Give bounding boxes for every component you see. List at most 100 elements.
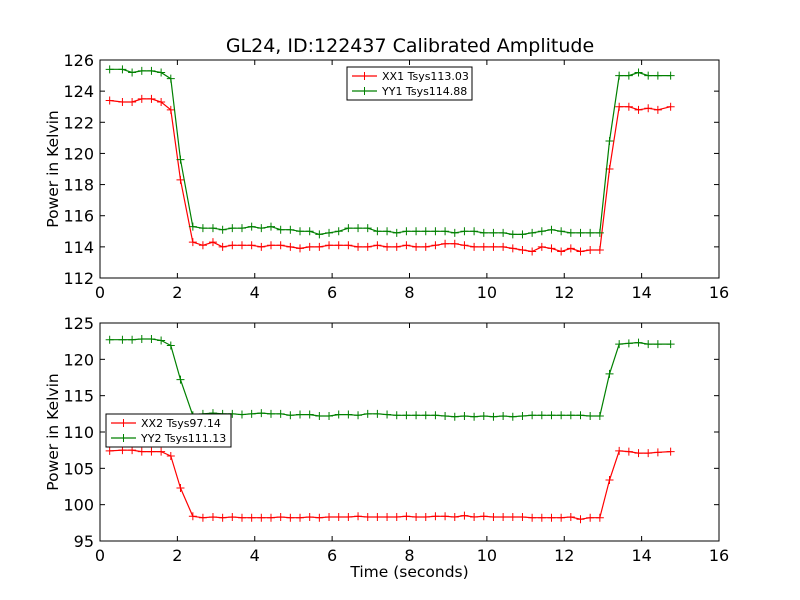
data-point — [441, 412, 450, 421]
data-point — [653, 448, 662, 457]
y-tick-label: 100 — [63, 496, 94, 515]
data-point — [479, 228, 488, 237]
x-tick-label: 0 — [95, 283, 105, 302]
data-point — [402, 241, 411, 250]
data-point — [392, 411, 401, 420]
data-point — [479, 412, 488, 421]
y-tick-label: 115 — [63, 387, 94, 406]
data-point — [128, 446, 137, 455]
data-point — [634, 68, 643, 77]
data-point — [412, 227, 421, 236]
data-point — [412, 411, 421, 420]
data-point — [460, 511, 469, 520]
data-point — [489, 242, 498, 251]
data-point — [157, 336, 166, 345]
data-point — [595, 245, 604, 254]
data-point — [344, 513, 353, 522]
top-panel: 0 2 4 6 8 10 12 14 16 112 114 116 118 120 122 124 126 Pow… — [44, 51, 729, 302]
data-point — [276, 513, 285, 522]
data-point — [508, 244, 517, 253]
data-point — [576, 228, 585, 237]
data-point — [566, 244, 575, 253]
y-axis-label: Power in Kelvin — [44, 373, 62, 490]
data-point — [470, 227, 479, 236]
data-point — [315, 242, 324, 251]
data-point — [528, 411, 537, 420]
data-point — [518, 513, 527, 522]
data-point — [176, 155, 185, 164]
data-point — [237, 224, 246, 233]
data-point — [508, 513, 517, 522]
data-point — [383, 227, 392, 236]
data-point — [566, 411, 575, 420]
legend-box — [346, 66, 473, 101]
data-point — [421, 242, 430, 251]
series-0 — [105, 446, 675, 524]
data-point — [441, 512, 450, 521]
x-tick-label: 10 — [477, 546, 497, 565]
series-line — [109, 338, 671, 418]
data-point — [586, 228, 595, 237]
data-point — [441, 227, 450, 236]
data-point — [644, 71, 653, 80]
data-point — [315, 230, 324, 239]
data-point — [166, 341, 175, 350]
data-point — [208, 238, 217, 247]
data-point — [412, 242, 421, 251]
x-tick-label: 6 — [327, 546, 337, 565]
data-point — [137, 66, 146, 75]
data-point — [147, 334, 156, 343]
data-point — [296, 227, 305, 236]
data-point — [421, 227, 430, 236]
y-axis-label: Power in Kelvin — [44, 110, 62, 227]
x-tick-label: 16 — [709, 546, 729, 565]
data-point — [489, 513, 498, 522]
x-tick-label: 4 — [250, 283, 260, 302]
data-point — [470, 412, 479, 421]
data-point — [218, 242, 227, 251]
data-point — [118, 446, 127, 455]
x-tick-label: 0 — [95, 546, 105, 565]
data-point — [431, 411, 440, 420]
data-point — [334, 513, 343, 522]
data-point — [344, 241, 353, 250]
y-tick-label: 105 — [63, 459, 94, 478]
data-point — [392, 513, 401, 522]
y-tick-label: 110 — [63, 423, 94, 442]
data-point — [450, 513, 459, 522]
data-point — [508, 412, 517, 421]
data-point — [644, 449, 653, 458]
data-point — [431, 512, 440, 521]
legend-marker — [360, 87, 369, 95]
data-point — [644, 340, 653, 349]
data-point — [296, 513, 305, 522]
data-point — [344, 224, 353, 233]
data-point — [266, 241, 275, 250]
data-point — [363, 409, 372, 418]
bottom-panel: 0 2 4 6 8 10 12 14 16 95 100 105 110 115 120 125 Power i… — [44, 314, 729, 581]
data-point — [105, 335, 114, 344]
data-point — [402, 227, 411, 236]
data-point — [557, 513, 566, 522]
data-point — [334, 227, 343, 236]
x-tick-label: 4 — [250, 546, 260, 565]
data-point — [460, 241, 469, 250]
data-point — [325, 241, 334, 250]
x-tick-label: 2 — [172, 546, 182, 565]
data-point — [383, 410, 392, 419]
data-point — [624, 339, 633, 348]
data-point — [499, 412, 508, 421]
data-point — [402, 512, 411, 521]
data-point — [128, 335, 137, 344]
data-point — [537, 242, 546, 251]
data-point — [354, 512, 363, 521]
x-tick-label: 12 — [554, 283, 574, 302]
data-point — [128, 98, 137, 107]
data-point — [615, 340, 624, 349]
data-point — [547, 244, 556, 253]
data-point — [557, 411, 566, 420]
data-point — [547, 513, 556, 522]
data-point — [247, 409, 256, 418]
data-point — [105, 65, 114, 74]
